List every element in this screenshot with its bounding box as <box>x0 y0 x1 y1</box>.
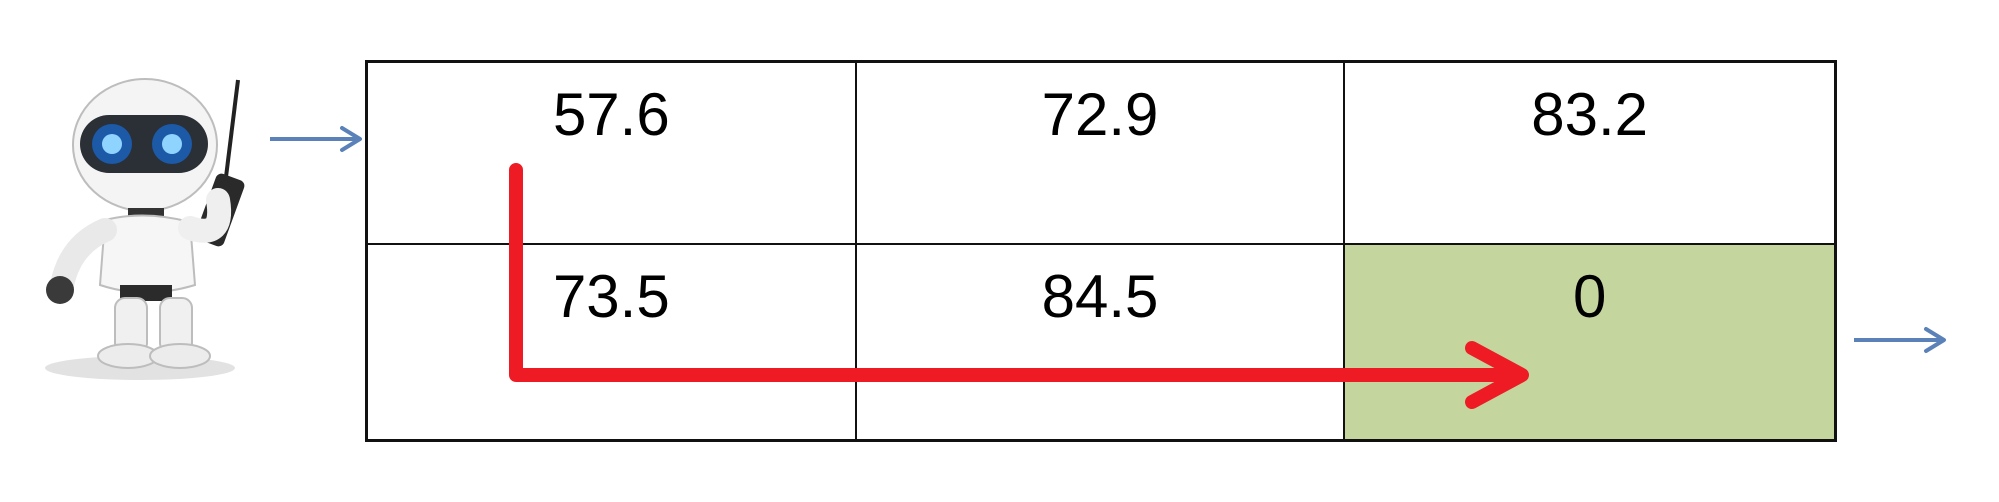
cell-value: 72.9 <box>1041 81 1159 148</box>
cell-value: 57.6 <box>552 81 670 148</box>
value-grid: 57.6 72.9 83.2 73.5 84.5 0 <box>365 60 1837 442</box>
grid-cell: 57.6 <box>368 63 857 245</box>
goal-cell: 0 <box>1345 245 1834 439</box>
grid-cell: 84.5 <box>857 245 1346 439</box>
robot-agent-icon <box>45 78 245 380</box>
cell-value: 0 <box>1572 263 1607 330</box>
cell-value: 84.5 <box>1041 263 1159 330</box>
cell-value: 73.5 <box>552 263 670 330</box>
grid-cell: 72.9 <box>856 63 1346 245</box>
exit-arrow-icon <box>1854 327 1946 353</box>
grid-cell: 73.5 <box>368 245 857 439</box>
entry-arrow-icon <box>270 126 362 152</box>
grid-cell: 83.2 <box>1345 63 1834 245</box>
cell-value: 83.2 <box>1531 81 1649 148</box>
